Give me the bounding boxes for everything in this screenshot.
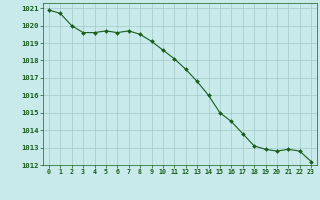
Text: Graphe pression niveau de la mer (hPa): Graphe pression niveau de la mer (hPa) — [65, 185, 255, 194]
